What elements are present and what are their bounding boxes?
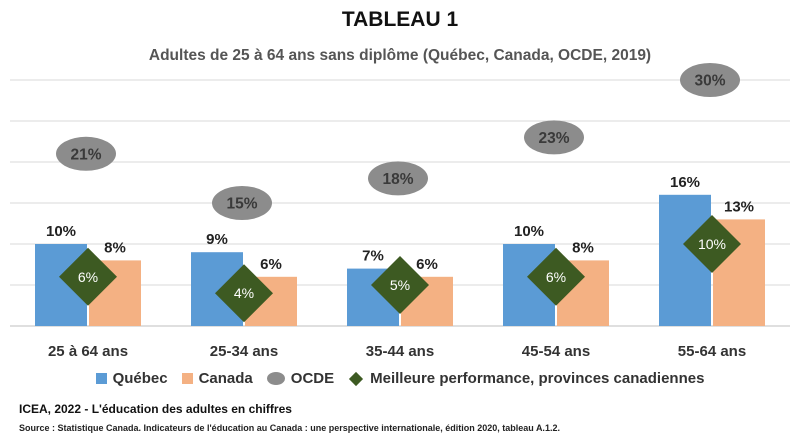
footer-source: Source : Statistique Canada. Indicateurs… (19, 423, 560, 433)
data-label-canada: 6% (416, 256, 438, 273)
data-label-best: 6% (546, 269, 566, 285)
marker-best-performance (527, 247, 585, 306)
data-label-ocde: 23% (538, 130, 569, 147)
x-tick-label: 25 à 64 ans (48, 343, 128, 360)
data-label-best: 10% (698, 236, 726, 252)
data-label-canada: 8% (572, 239, 594, 256)
marker-ocde (680, 63, 740, 97)
marker-ocde (212, 186, 272, 220)
legend-swatch-canada (181, 373, 193, 384)
chart-title: TABLEAU 1 (341, 8, 459, 31)
data-label-best: 4% (234, 285, 254, 301)
legend-label-canada: Canada (198, 370, 253, 387)
legend-item-best: Meilleure performance, provinces canadie… (348, 370, 704, 387)
marker-ocde (524, 120, 584, 155)
marker-best-performance (215, 264, 273, 323)
legend-swatch-ocde (266, 372, 285, 385)
data-label-best: 5% (390, 277, 410, 293)
data-label-quebec: 10% (46, 223, 76, 240)
data-label-ocde: 18% (382, 171, 413, 188)
data-label-quebec: 9% (206, 231, 228, 248)
x-tick-label: 45-54 ans (522, 343, 590, 360)
legend-swatch-best (349, 371, 364, 386)
legend-item-canada: Canada (181, 370, 253, 387)
legend-item-quebec: Québec (95, 370, 168, 387)
x-tick-label: 25-34 ans (210, 343, 278, 360)
data-label-quebec: 16% (670, 174, 700, 191)
legend-label-ocde: OCDE (290, 370, 335, 387)
data-label-canada: 6% (260, 256, 282, 273)
data-label-canada: 8% (104, 239, 126, 256)
marker-ocde (56, 136, 116, 171)
footer-credit: ICEA, 2022 - L'éducation des adultes en … (19, 402, 292, 416)
bar-chart: 10% 8% 21% 6% 25 à 64 ans 9% 6% 15% 4% 25-34 ans 7… (10, 63, 790, 360)
marker-best-performance (683, 215, 741, 273)
marker-best-performance (371, 256, 429, 314)
data-label-best: 6% (78, 269, 98, 285)
data-label-canada: 13% (724, 198, 754, 215)
x-tick-label: 35-44 ans (366, 343, 434, 360)
marker-best-performance (59, 247, 117, 306)
legend-item-ocde: OCDE (266, 370, 335, 387)
chart-subtitle: Adultes de 25 à 64 ans sans diplôme (Qué… (148, 47, 652, 64)
legend-swatch-quebec (95, 373, 107, 384)
data-label-ocde: 15% (226, 196, 257, 213)
legend-label-best: Meilleure performance, provinces canadie… (370, 370, 705, 387)
chart-legend: Québec Canada OCDE Meilleure performance… (0, 370, 800, 387)
x-tick-label: 55-64 ans (678, 343, 746, 360)
marker-ocde (368, 161, 428, 196)
data-label-quebec: 10% (514, 223, 544, 240)
legend-label-quebec: Québec (112, 370, 168, 387)
data-label-ocde: 21% (70, 146, 101, 163)
data-label-ocde: 30% (694, 73, 725, 90)
data-label-quebec: 7% (362, 248, 384, 265)
